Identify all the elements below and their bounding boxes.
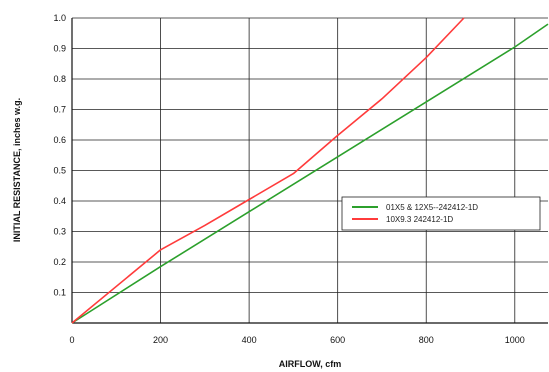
- series-lines: [71, 17, 549, 324]
- series-line-2: [71, 17, 465, 324]
- axes: [71, 18, 548, 324]
- legend-label-1: 01X5 & 12X5--242412-1D: [386, 203, 478, 212]
- y-axis-label: INITIAL RESISTANCE, inches w.g.: [12, 98, 22, 242]
- y-tick-label: 0.9: [53, 44, 66, 54]
- x-tick-label: 200: [153, 335, 168, 345]
- y-tick-label: 1.0: [53, 13, 66, 23]
- x-tick-label: 400: [242, 335, 257, 345]
- y-tick-label: 0.1: [53, 288, 66, 298]
- x-tick-label: 1000: [505, 335, 525, 345]
- legend-label-2: 10X9.3 242412-1D: [386, 215, 453, 224]
- x-axis-label: AIRFLOW, cfm: [279, 359, 342, 369]
- y-tick-label: 0.5: [53, 166, 66, 176]
- y-tick-label: 0.3: [53, 227, 66, 237]
- x-tick-label: 800: [419, 335, 434, 345]
- y-tick-label: 0.4: [53, 196, 66, 206]
- x-tick-label: 600: [330, 335, 345, 345]
- grid: [72, 17, 548, 323]
- legend-box: [341, 196, 541, 231]
- x-tick-label: 0: [69, 335, 74, 345]
- y-tick-label: 0.6: [53, 135, 66, 145]
- y-tick-label: 0.8: [53, 74, 66, 84]
- y-tick-label: 0.2: [53, 257, 66, 267]
- y-tick-label: 0.7: [53, 105, 66, 115]
- tick-labels: 0.1 0.2 0.3 0.4 0.5 0.6 0.7 0.8 0.9 1.0 0 200 400 600…: [53, 13, 524, 345]
- legend: 01X5 & 12X5--242412-1D 10X9.3 242412-1D: [341, 196, 541, 231]
- series-line-1: [71, 23, 549, 324]
